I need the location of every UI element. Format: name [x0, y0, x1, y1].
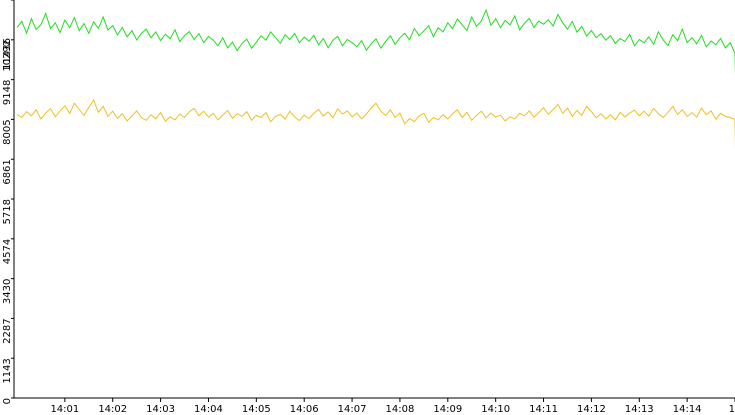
y-tick-label: 5718 [2, 199, 13, 224]
y-tick-label: 9148 [2, 80, 13, 105]
y-tick-label: 10292 [2, 40, 13, 72]
series-line [16, 99, 735, 149]
x-tick-label: 14:05 [242, 404, 271, 415]
y-tick-label: 11436 [2, 38, 13, 70]
y-tick-label: 4574 [2, 239, 13, 264]
x-tick-label: 14:13 [625, 404, 654, 415]
x-tick-label: 14:11 [529, 404, 558, 415]
x-tick-label: 14:01 [50, 404, 79, 415]
x-tick-label: 14:06 [290, 404, 319, 415]
x-tick-label: 14 [729, 404, 735, 415]
y-tick-label: 6861 [2, 159, 13, 184]
y-tick-label: 2287 [2, 318, 13, 343]
x-tick-label: 14:03 [146, 404, 175, 415]
x-tick-label: 14:07 [338, 404, 367, 415]
x-tick-label: 14:14 [673, 404, 702, 415]
x-tick-label: 14:09 [433, 404, 462, 415]
x-tick-label: 14:10 [481, 404, 510, 415]
y-tick-label: 0 [2, 398, 13, 404]
x-tick-label: 14:04 [194, 404, 223, 415]
x-tick-label: 14:12 [577, 404, 606, 415]
y-tick-label: 3430 [2, 279, 13, 304]
series-line [16, 8, 735, 75]
x-tick-label: 14:08 [386, 404, 415, 415]
y-tick-label: 1143 [2, 358, 13, 383]
y-tick-label: 8005 [2, 119, 13, 144]
x-tick-label: 14:02 [98, 404, 127, 415]
